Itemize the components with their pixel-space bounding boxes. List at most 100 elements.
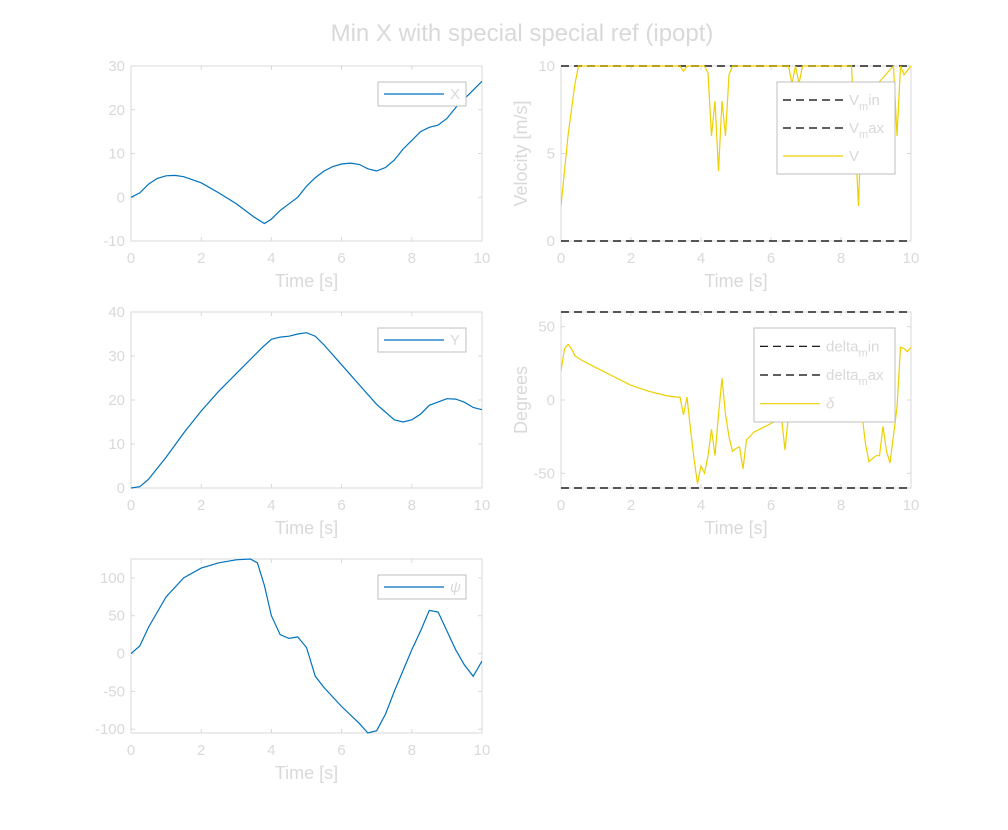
legend: Y xyxy=(377,327,467,353)
chart-psi: 0 2 4 6 8 10 -100 -50 0 50 100 Time [s] ψ xyxy=(95,558,491,783)
y-tick-label: -100 xyxy=(95,721,125,738)
x-axis-label: Time [s] xyxy=(704,518,767,538)
series-group xyxy=(131,558,482,734)
y-tick-label: 0 xyxy=(117,646,125,663)
chart-y: 0 2 4 6 8 10 0 10 20 30 40 Time [s] Y xyxy=(108,304,490,538)
series-line-- xyxy=(131,558,482,734)
x-tick-label: 2 xyxy=(197,742,205,759)
y-tick-label: 0 xyxy=(547,233,555,250)
y-tick-label: 0 xyxy=(117,480,125,497)
x-tick-label: 6 xyxy=(337,497,345,514)
legend-label: deltamax xyxy=(826,367,884,388)
series-group xyxy=(561,311,911,489)
x-tick-label: 4 xyxy=(267,250,275,267)
x-tick-label: 6 xyxy=(767,497,775,514)
y-tick-label: -50 xyxy=(533,465,555,482)
x-tick-label: 0 xyxy=(127,250,135,267)
x-tick-label: 4 xyxy=(267,742,275,759)
x-tick-label: 2 xyxy=(197,497,205,514)
series-line-x xyxy=(131,80,482,225)
y-tick-label: 10 xyxy=(108,436,125,453)
x-tick-label: 8 xyxy=(837,497,845,514)
y-tick-label: -50 xyxy=(103,683,125,700)
y-tick-label: -10 xyxy=(103,233,125,250)
series-group xyxy=(131,332,482,489)
legend-label-base: V xyxy=(849,120,859,137)
y-axis-label: Velocity [m/s] xyxy=(511,100,531,206)
legend-label-base: delta xyxy=(826,338,859,355)
legend-label: Y xyxy=(450,332,460,349)
legend-label: δ xyxy=(826,396,835,413)
y-tick-label: 0 xyxy=(117,189,125,206)
y-tick-label: 30 xyxy=(108,348,125,365)
x-axis-label: Time [s] xyxy=(275,271,338,291)
y-tick-label: 100 xyxy=(100,570,125,587)
y-tick-label: 20 xyxy=(108,392,125,409)
x-axis-label: Time [s] xyxy=(275,763,338,783)
legend-label: X xyxy=(450,86,460,103)
legend-label-sub: m xyxy=(859,347,868,359)
legend-label-sub: m xyxy=(859,129,868,141)
series-line-- xyxy=(561,343,911,484)
x-tick-label: 10 xyxy=(903,497,920,514)
x-axis-label: Time [s] xyxy=(275,518,338,538)
x-tick-label: 2 xyxy=(627,250,635,267)
axes-box xyxy=(130,558,483,734)
legend-label: ψ xyxy=(450,579,461,596)
x-tick-label: 10 xyxy=(474,742,491,759)
figure-title: Min X with special special ref (ipopt) xyxy=(331,20,714,47)
legend-label-base: delta xyxy=(826,367,859,384)
series-group xyxy=(131,80,482,225)
x-tick-label: 2 xyxy=(627,497,635,514)
y-axis-label: Degrees xyxy=(511,366,531,434)
x-tick-label: 0 xyxy=(127,497,135,514)
legend-label-sub: m xyxy=(859,376,868,388)
legend-label-tail: in xyxy=(868,338,880,355)
x-tick-label: 10 xyxy=(474,497,491,514)
y-tick-label: 10 xyxy=(538,58,555,75)
y-tick-label: 50 xyxy=(108,608,125,625)
legend: X xyxy=(377,81,467,107)
y-tick-label: 20 xyxy=(108,102,125,119)
legend-label-tail: in xyxy=(868,92,880,109)
legend-label: deltamin xyxy=(826,338,879,359)
y-tick-label: 0 xyxy=(547,392,555,409)
legend-label-base: V xyxy=(849,92,859,109)
x-tick-label: 10 xyxy=(474,250,491,267)
legend-label: Vmin xyxy=(849,92,880,113)
x-tick-label: 2 xyxy=(197,250,205,267)
legend-label: Vmax xyxy=(849,120,885,141)
y-tick-label: 5 xyxy=(547,146,555,163)
x-tick-label: 4 xyxy=(697,497,705,514)
x-tick-label: 8 xyxy=(408,250,416,267)
x-tick-label: 6 xyxy=(337,250,345,267)
series-line-y xyxy=(131,332,482,489)
y-tick-label: 40 xyxy=(108,304,125,321)
x-tick-label: 0 xyxy=(127,742,135,759)
x-axis-label: Time [s] xyxy=(704,271,767,291)
x-tick-label: 8 xyxy=(837,250,845,267)
legend-label-sub: m xyxy=(859,101,868,113)
legend-label: V xyxy=(849,148,859,165)
y-tick-label: 50 xyxy=(538,319,555,336)
x-tick-label: 8 xyxy=(408,497,416,514)
x-tick-label: 0 xyxy=(557,250,565,267)
legend: ψ xyxy=(377,574,467,600)
x-tick-label: 0 xyxy=(557,497,565,514)
x-tick-label: 8 xyxy=(408,742,416,759)
legend-label-tail: ax xyxy=(868,120,884,137)
x-tick-label: 6 xyxy=(337,742,345,759)
x-tick-label: 4 xyxy=(697,250,705,267)
y-tick-label: 30 xyxy=(108,58,125,75)
y-tick-label: 10 xyxy=(108,146,125,163)
x-tick-label: 4 xyxy=(267,497,275,514)
x-tick-label: 10 xyxy=(903,250,920,267)
legend-label-tail: ax xyxy=(868,367,884,384)
